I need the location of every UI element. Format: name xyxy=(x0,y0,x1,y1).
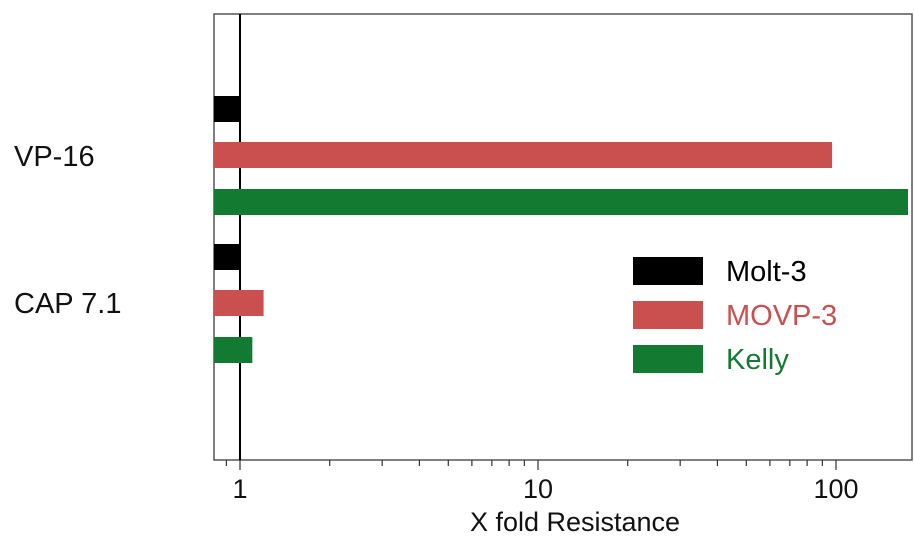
bar-vp16-kelly xyxy=(214,189,908,215)
plot-frame xyxy=(213,13,913,461)
bar-cap71-movp3 xyxy=(214,290,264,316)
bar-vp16-movp3 xyxy=(214,142,833,168)
category-label-cap71: CAP 7.1 xyxy=(14,288,121,320)
x-axis-title: X fold Resistance xyxy=(470,507,680,536)
x-tick-label-10: 10 xyxy=(523,474,553,504)
bar-cap71-kelly xyxy=(214,337,253,363)
x-axis-ticks xyxy=(225,460,837,470)
legend-label-movp3: MOVP-3 xyxy=(726,300,837,332)
x-tick-label-1: 1 xyxy=(232,474,247,504)
legend-swatch-molt3 xyxy=(633,257,703,285)
category-label-vp16: VP-16 xyxy=(14,141,95,173)
bar-vp16-molt3 xyxy=(214,96,240,122)
bar-cap71-molt3 xyxy=(214,244,240,270)
x-tick-label-100: 100 xyxy=(813,474,858,504)
legend-swatch-movp3 xyxy=(633,301,703,329)
legend-label-kelly: Kelly xyxy=(726,344,789,376)
legend-swatch-kelly xyxy=(633,345,703,373)
bars-group xyxy=(214,96,908,363)
legend: Molt-3 MOVP-3 Kelly xyxy=(633,256,837,376)
legend-label-molt3: Molt-3 xyxy=(726,256,807,288)
